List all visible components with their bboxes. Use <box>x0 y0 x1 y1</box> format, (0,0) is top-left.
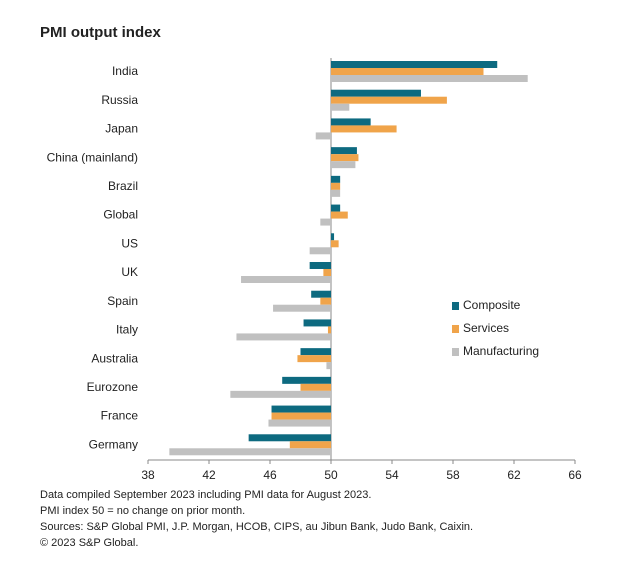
x-tick-label: 50 <box>324 468 338 482</box>
bar <box>241 276 331 283</box>
bar <box>331 204 341 212</box>
y-tick-label: UK <box>121 265 138 279</box>
bar <box>326 362 331 370</box>
bar <box>331 147 357 155</box>
bar <box>320 218 331 226</box>
y-tick-label: Australia <box>91 351 138 365</box>
bar <box>236 333 331 341</box>
bar <box>331 68 484 75</box>
note: Data compiled September 2023 including P… <box>40 489 371 501</box>
bar <box>268 419 331 427</box>
legend-label: Manufacturing <box>463 344 539 358</box>
bar <box>248 434 331 442</box>
y-tick-label: Japan <box>105 122 138 136</box>
y-tick-label: Italy <box>116 323 138 337</box>
legend-swatch <box>452 348 459 356</box>
bar <box>331 233 335 241</box>
legend-swatch <box>452 302 459 310</box>
y-tick-label: Global <box>103 208 138 222</box>
bar <box>311 290 331 298</box>
bar <box>327 326 331 334</box>
x-tick-label: 62 <box>507 468 521 482</box>
bar <box>331 161 356 169</box>
bar <box>271 412 331 420</box>
note: Sources: S&P Global PMI, J.P. Morgan, HC… <box>40 521 473 533</box>
x-tick-label: 42 <box>202 468 216 482</box>
bar <box>331 125 397 133</box>
bar <box>331 154 359 162</box>
legend-label: Composite <box>463 298 521 312</box>
bar <box>315 132 331 140</box>
bar <box>273 304 331 312</box>
bar <box>282 376 331 384</box>
x-tick-label: 46 <box>263 468 277 482</box>
bar <box>331 189 341 197</box>
x-tick-label: 38 <box>141 468 155 482</box>
legend-label: Services <box>463 321 509 335</box>
bar <box>331 118 371 126</box>
y-tick-label: France <box>101 409 139 423</box>
bar <box>271 405 331 413</box>
bar <box>331 182 341 190</box>
y-tick-label: Brazil <box>108 179 138 193</box>
bar <box>320 297 331 305</box>
y-tick-label: Spain <box>107 294 138 308</box>
bar <box>323 269 331 276</box>
bar <box>300 348 331 356</box>
y-tick-label: Germany <box>89 437 138 451</box>
bar <box>331 96 447 104</box>
bar <box>309 262 331 269</box>
bar <box>309 247 331 255</box>
bar <box>300 383 331 391</box>
bar <box>331 75 528 82</box>
bar <box>331 89 421 97</box>
bar <box>169 448 331 456</box>
chart-title: PMI output index <box>40 24 161 41</box>
y-tick-label: India <box>112 64 138 78</box>
y-tick-label: US <box>121 236 138 250</box>
y-tick-label: Eurozone <box>87 380 139 394</box>
bar <box>331 175 341 183</box>
bar <box>331 61 498 68</box>
x-tick-label: 58 <box>446 468 460 482</box>
x-tick-label: 66 <box>568 468 582 482</box>
bar <box>289 441 331 449</box>
bar <box>331 211 348 219</box>
note: © 2023 S&P Global. <box>40 537 138 549</box>
y-tick-label: Russia <box>101 93 138 107</box>
y-tick-label: China (mainland) <box>47 150 138 164</box>
bar <box>303 319 331 327</box>
legend-swatch <box>452 325 459 333</box>
bar <box>297 355 331 363</box>
note: PMI index 50 = no change on prior month. <box>40 505 245 517</box>
x-tick-label: 54 <box>385 468 399 482</box>
bar <box>331 240 339 248</box>
bar <box>230 390 331 398</box>
bar <box>331 103 350 111</box>
